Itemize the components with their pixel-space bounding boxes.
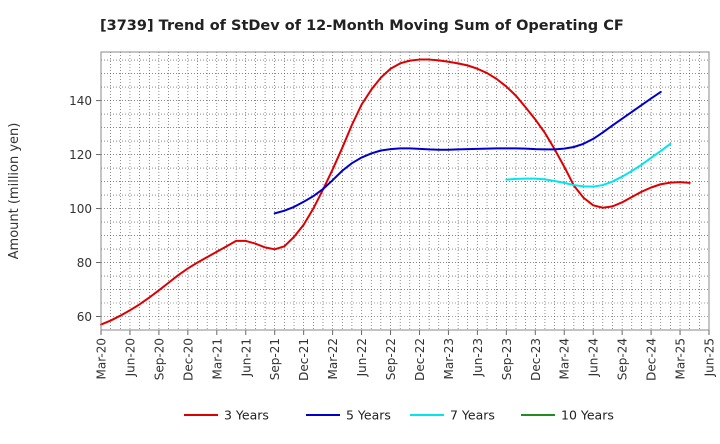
x-tick-label: Dec-23 <box>529 338 543 381</box>
x-tick-label: Sep-23 <box>500 338 514 380</box>
x-tick-label: Mar-22 <box>326 338 340 379</box>
legend: 3 Years 5 Years 7 Years 10 Years <box>184 408 614 423</box>
plot-border <box>100 51 710 331</box>
x-tick-label: Sep-21 <box>268 338 282 380</box>
legend-label-7-years: 7 Years <box>450 408 495 423</box>
legend-label-5-years: 5 Years <box>346 408 391 423</box>
x-axis-ticks: Mar-20 Jun-20 Sep-20 Dec-20 Mar-21 Jun-21 Sep-… <box>95 330 717 381</box>
series-line-5-years <box>273 90 662 215</box>
grid-lines <box>101 52 709 331</box>
x-tick-label: Mar-20 <box>95 338 109 379</box>
x-tick-label: Dec-22 <box>413 338 427 381</box>
y-tick-label: 80 <box>77 256 92 270</box>
x-tick-label: Jun-21 <box>239 338 253 377</box>
x-tick-label: Jun-25 <box>703 338 717 377</box>
y-tick-label: 140 <box>69 94 92 108</box>
x-tick-label: Sep-20 <box>152 338 166 380</box>
x-tick-label: Sep-24 <box>616 338 630 380</box>
chart-title: [3739] Trend of StDev of 12-Month Moving… <box>100 18 624 34</box>
x-tick-label: Jun-23 <box>471 338 485 377</box>
y-tick-label: 60 <box>77 310 92 324</box>
series-line-7-years <box>505 142 672 188</box>
x-tick-label: Mar-25 <box>674 338 688 379</box>
x-tick-label: Dec-21 <box>297 338 311 381</box>
x-tick-label: Dec-24 <box>645 338 659 381</box>
y-tick-label: 120 <box>69 148 92 162</box>
x-tick-label: Mar-24 <box>558 338 572 379</box>
x-tick-label: Jun-22 <box>355 338 369 377</box>
legend-label-10-years: 10 Years <box>561 408 614 423</box>
series-line-3-years <box>100 58 691 326</box>
x-tick-label: Sep-22 <box>384 338 398 380</box>
x-tick-label: Mar-23 <box>442 338 456 379</box>
series-lines <box>100 58 691 326</box>
x-tick-label: Mar-21 <box>210 338 224 379</box>
x-tick-label: Dec-20 <box>181 338 195 381</box>
plot-area <box>101 52 709 330</box>
y-tick-label: 100 <box>69 202 92 216</box>
y-axis-label: Amount (million yen) <box>7 123 22 260</box>
legend-label-3-years: 3 Years <box>224 408 269 423</box>
x-tick-label: Jun-24 <box>587 338 601 377</box>
x-tick-label: Jun-20 <box>123 338 137 377</box>
y-axis-ticks: 60 80 100 120 140 <box>69 94 101 324</box>
